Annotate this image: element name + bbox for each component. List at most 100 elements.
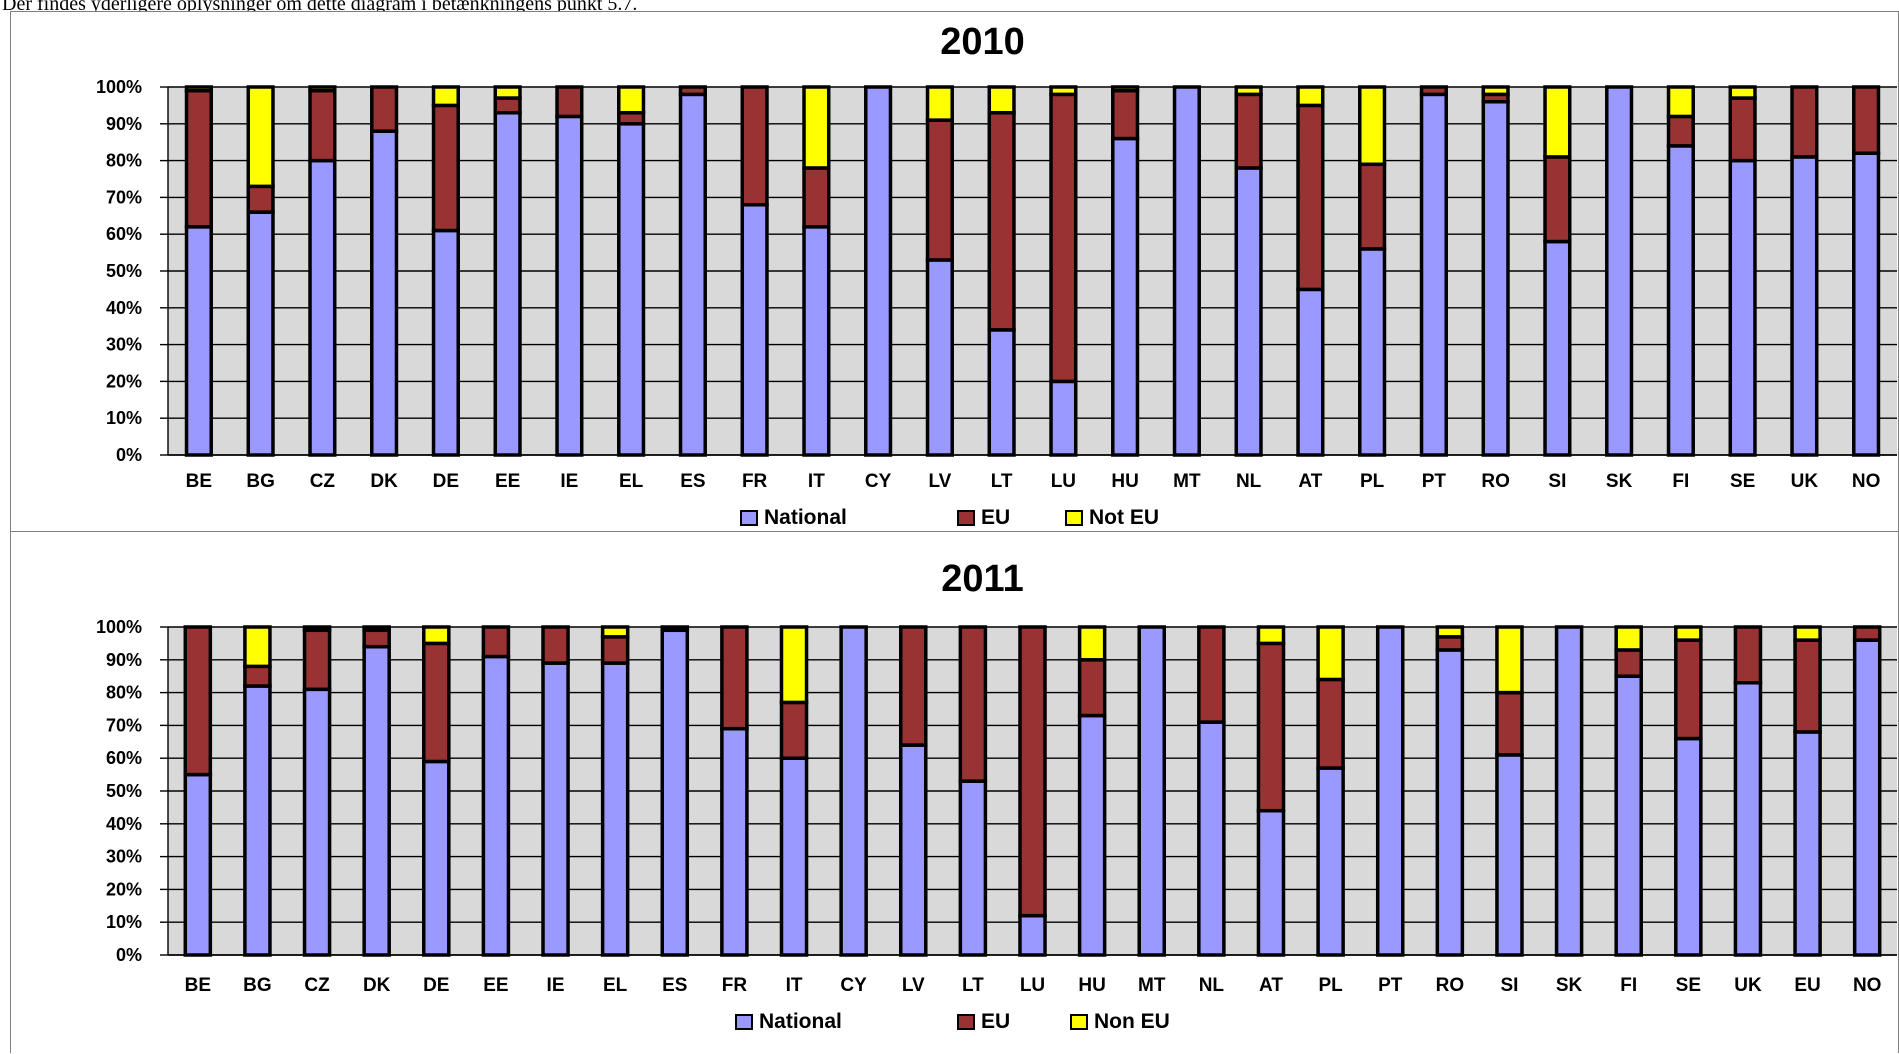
bar-es-national [660,628,690,957]
legend-swatch-non-eu [1070,1014,1088,1030]
bar-se-eu [1674,638,1703,741]
x-tick-label: CZ [304,975,330,996]
x-tick-label: BE [186,471,212,492]
x-tick-label: AT [1259,975,1283,996]
bar-lt-not-eu [987,85,1016,115]
legend-label: National [764,506,847,529]
x-tick-label: ES [680,471,705,492]
bar-uk-national [1733,681,1763,957]
bar-lv-eu [925,118,954,262]
bar-cz-eu [308,88,337,163]
y-tick-label: 50% [106,261,142,281]
legend-swatch-national [735,1014,753,1030]
y-tick-label: 80% [106,151,142,171]
bar-it-eu [802,166,831,229]
x-axis: BE BG CZ DK DE EE IE EL ES FR IT CY LV LT LU HU MT NL AT PL… [168,954,1897,996]
y-tick-label: 60% [106,748,142,768]
bar-cz-not-eu [308,85,337,93]
bar-ie-eu [541,625,570,665]
x-tick-label: PL [1318,975,1343,996]
y-tick-label: 0% [116,945,142,965]
x-tick-label: PL [1360,471,1385,492]
bar-ro-non-eu [1435,625,1465,639]
bar-ee-national [481,654,511,957]
x-tick-label: BG [243,975,272,996]
bar-el-eu [600,635,630,665]
y-tick-label: 30% [106,335,142,355]
bar-si-national [1543,239,1572,457]
x-tick-label: NO [1852,471,1881,492]
x-tick-label: PT [1422,471,1447,492]
bar-lu-national [1049,379,1078,457]
bar-be-national [183,772,213,957]
bar-lv-national [898,743,928,957]
bar-be-not-eu [184,85,213,93]
x-tick-label: IT [786,975,803,996]
x-tick-label: SI [1548,471,1566,492]
bar-si-not-eu [1543,85,1572,159]
bar-se-national [1728,158,1757,457]
bar-ro-national [1481,99,1510,457]
bar-bg-eu [246,184,275,214]
x-tick-label: HU [1111,471,1138,492]
legend-swatch-not-eu [1065,510,1083,526]
bar-lv-national [925,258,954,457]
bar-se-eu [1728,96,1757,163]
x-tick-label: FR [742,471,768,492]
bar-it-non-eu [779,625,809,705]
x-tick-label: EL [603,975,628,996]
bar-de-eu [431,103,460,233]
bar-ee-national [493,111,522,457]
x-tick-label: DK [363,975,391,996]
y-tick-label: 30% [106,847,142,867]
chart-panel-2011: 2011 0% 10% 20% 30% 40% 50% 60% 70% 80% 90% 100% BE B… [10,531,1899,1053]
y-tick-label: 70% [106,187,142,207]
x-tick-label: BE [185,975,211,996]
x-axis: BE BG CZ DK DE EE IE EL ES FR IT CY LV LT LU HU MT NL AT PL… [168,454,1897,492]
y-tick-label: 80% [106,683,142,703]
x-tick-label: NL [1236,471,1262,492]
y-tick-label: 50% [106,781,142,801]
x-tick-label: MT [1138,975,1166,996]
legend-label: National [759,1010,842,1033]
bar-cz-national [308,158,337,457]
bar-es-eu [678,85,707,97]
bars [183,625,1882,957]
bar-nl-national [1197,720,1226,957]
legend-label: EU [981,1010,1010,1033]
chart-panel-2010: 2010 0% 10% 20% 30% 40% 50% 60% 70% 80% 90% 100% BE B… [10,11,1899,532]
bar-de-non-eu [422,625,451,646]
y-tick-label: 70% [106,715,142,735]
x-tick-label: LT [991,471,1013,492]
y-tick-label: 0% [116,445,142,465]
bar-nl-national [1234,166,1263,457]
bar-lv-not-eu [925,85,954,122]
x-tick-label: EE [483,975,508,996]
y-tick-label: 40% [106,298,142,318]
bar-cz-eu [302,628,332,692]
x-tick-label: IE [547,975,565,996]
bar-at-eu [1256,641,1286,813]
legend: National EU Non EU [735,1010,1170,1033]
bar-it-eu [779,700,809,760]
bar-hu-national [1111,136,1140,457]
bar-fi-non-eu [1614,625,1643,652]
y-tick-label: 100% [96,617,142,637]
chart-title: 2010 [940,21,1025,63]
x-tick-label: FI [1672,471,1689,492]
x-tick-label: SK [1606,471,1633,492]
bar-cz-non-eu [302,625,332,633]
y-axis: 0% 10% 20% 30% 40% 50% 60% 70% 80% 90% 100% [96,617,169,965]
y-tick-label: 60% [106,224,142,244]
legend-label: Not EU [1089,506,1159,529]
x-tick-label: DE [423,975,449,996]
x-tick-label: LT [962,975,984,996]
bar-pl-national [1316,766,1345,957]
y-tick-label: 100% [96,77,142,97]
bar-dk-national [362,644,391,957]
bar-at-not-eu [1296,85,1325,108]
bar-ro-national [1435,648,1465,957]
bar-ie-national [555,114,584,457]
bar-el-non-eu [600,625,630,639]
x-tick-label: UK [1734,975,1762,996]
